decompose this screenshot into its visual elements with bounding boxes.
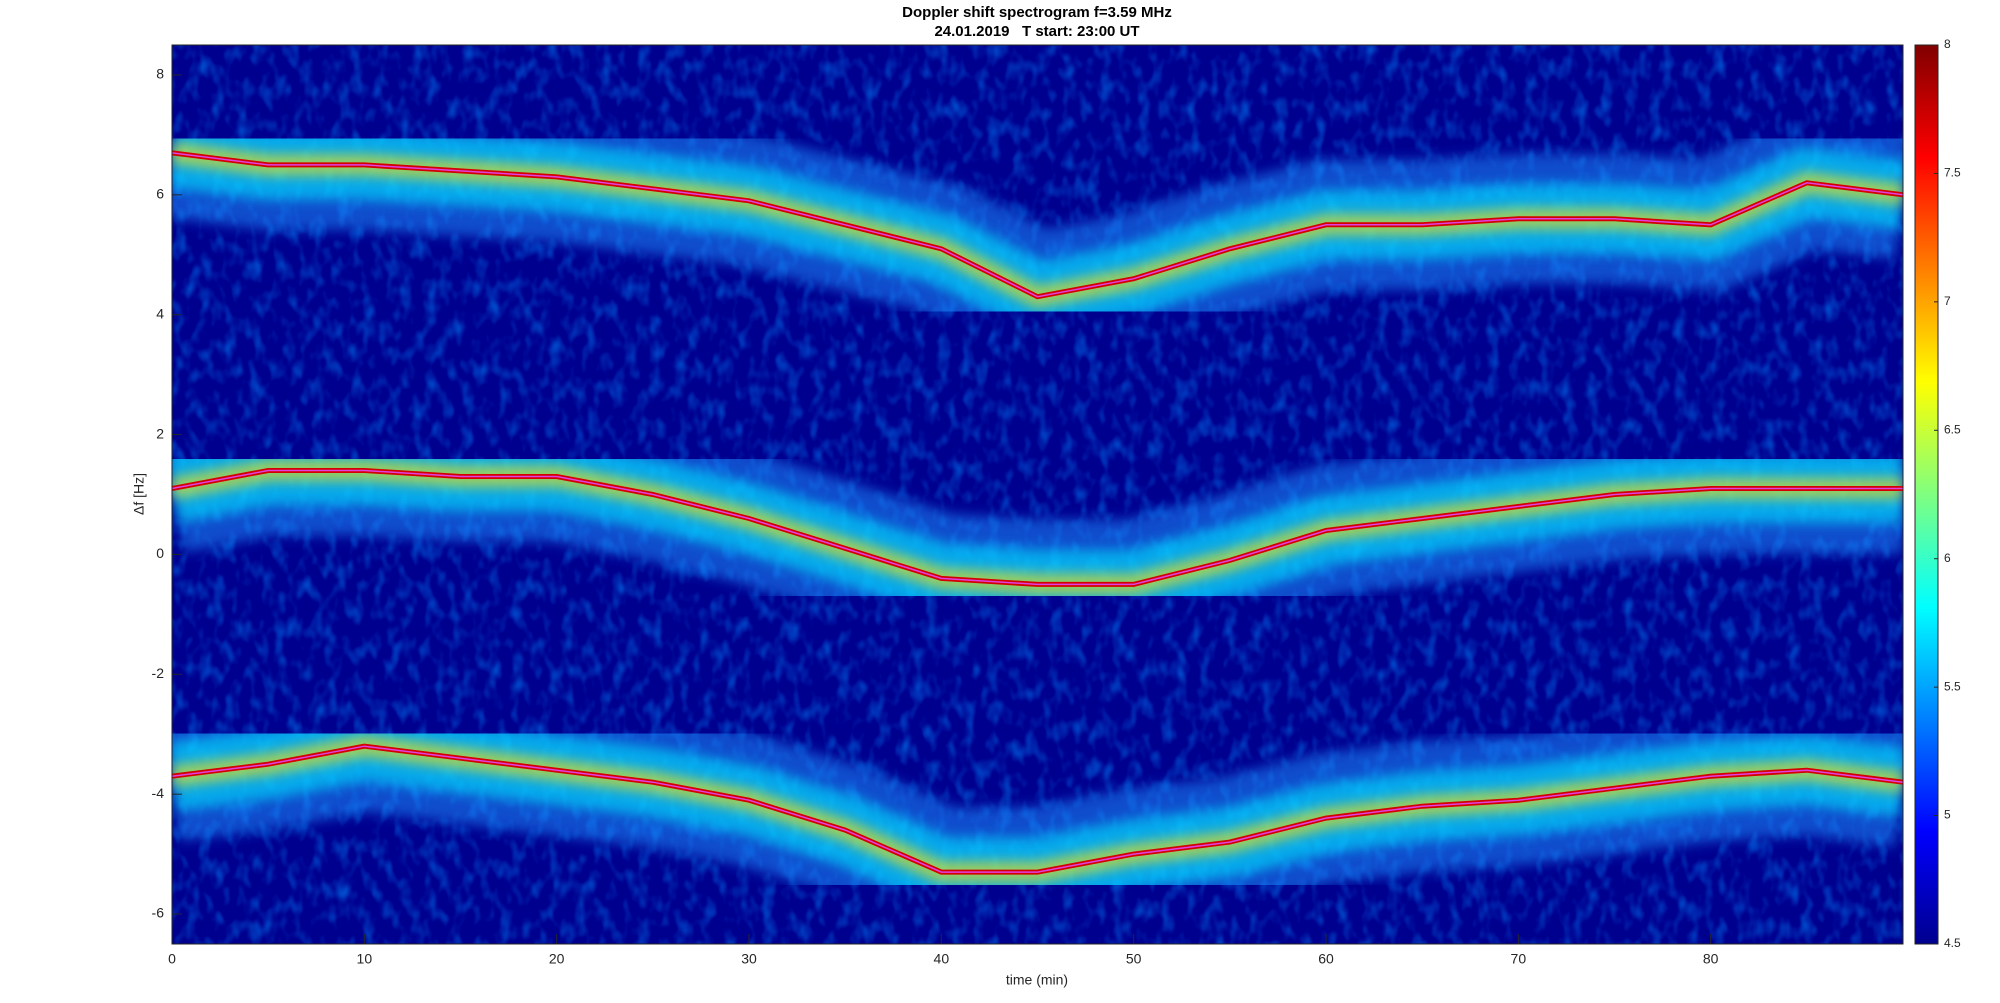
y-tick-label: -6: [152, 905, 165, 921]
x-tick-label: 80: [1703, 951, 1719, 967]
y-tick-label: 2: [156, 425, 164, 441]
x-tick-label: 20: [549, 951, 565, 967]
colorbar-tick-label: 8: [1944, 37, 1951, 51]
chart-title: Doppler shift spectrogram f=3.59 MHz: [902, 4, 1172, 21]
y-axis-label: Δf [Hz]: [131, 473, 147, 515]
trace-line: [172, 152, 1903, 298]
y-tick-label: -4: [152, 785, 165, 801]
axes-box: [171, 44, 1904, 945]
x-tick-label: 40: [934, 951, 950, 967]
x-axis-label: time (min): [1006, 972, 1068, 988]
x-tick-label: 10: [357, 951, 373, 967]
colorbar-tick-label: 6: [1944, 551, 1951, 565]
y-tick-label: 4: [156, 305, 164, 321]
x-tick-label: 30: [741, 951, 757, 967]
y-tick-label: 8: [156, 66, 164, 82]
colorbar-tick-label: 4.5: [1944, 936, 1961, 950]
y-tick-label: 6: [156, 186, 164, 202]
x-tick-label: 50: [1126, 951, 1142, 967]
colorbar-tick-label: 7.5: [1944, 166, 1961, 180]
x-tick-label: 60: [1318, 951, 1334, 967]
trace-line: [172, 745, 1903, 873]
x-tick-label: 70: [1511, 951, 1527, 967]
y-tick-label: 0: [156, 545, 164, 561]
colorbar-tick-label: 5.5: [1944, 679, 1961, 693]
colorbar: [1914, 44, 1939, 945]
chart-subtitle: 24.01.2019 T start: 23:00 UT: [934, 23, 1139, 40]
x-tick-label: 0: [168, 951, 176, 967]
colorbar-tick-label: 6.5: [1944, 422, 1961, 436]
colorbar-tick-label: 5: [1944, 808, 1951, 822]
trace-line: [172, 469, 1903, 586]
y-tick-label: -2: [152, 665, 165, 681]
plot-area: [172, 45, 1903, 944]
colorbar-tick-label: 7: [1944, 294, 1951, 308]
